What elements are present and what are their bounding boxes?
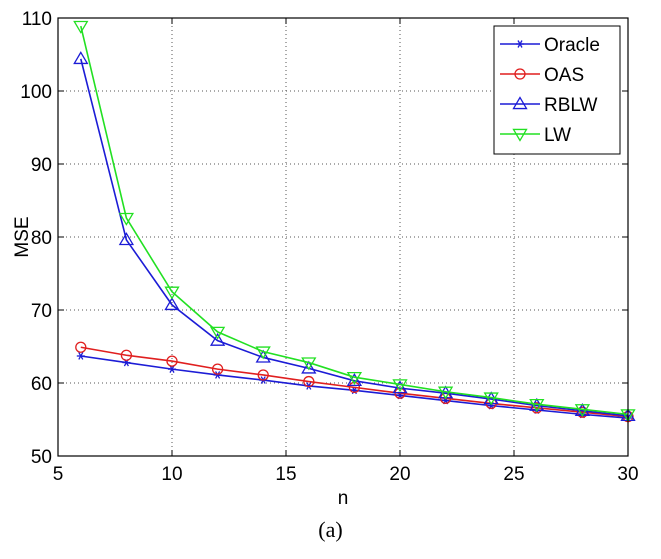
series-line-oas [80,346,629,418]
y-tick-label: 90 [31,155,52,176]
data-point-oas [303,375,315,388]
data-point-lw [437,386,454,400]
data-point-lw [209,326,226,340]
data-point-rblw [346,373,363,387]
data-point-rblw [301,360,317,374]
x-tick-label: 10 [161,464,182,485]
y-tick-label: 50 [31,447,52,468]
data-point-oracle [168,365,176,373]
legend-label-oracle: Oracle [544,35,600,56]
x-tick-label: 25 [503,464,524,485]
series-line-rblw [80,58,629,417]
x-axis-label: n [338,488,349,509]
data-point-lw [346,371,363,385]
data-point-lw [255,346,271,360]
y-tick-label: 70 [31,301,52,322]
legend: Oracle OAS RBLW LW [493,25,621,155]
y-tick-label: 60 [31,374,52,395]
y-tick-label: 80 [31,228,52,249]
data-point-lw [574,404,591,418]
data-point-oas [257,369,269,381]
series-line-lw [80,25,629,416]
data-point-lw [529,398,545,412]
y-tick-label: 110 [22,9,52,30]
data-point-lw [118,212,135,226]
x-tick-label: 15 [275,464,296,485]
data-point-rblw [118,232,135,246]
legend-marker-lw [512,128,528,142]
data-point-rblw [392,380,408,394]
mse-chart: 5 10 15 20 25 30 50 60 70 80 90 100 110 n MSE Oracle… [12,9,639,509]
x-tick-label: 5 [53,464,64,485]
data-point-oas [166,355,178,367]
figure-caption: (a) [318,517,343,542]
data-point-oas [211,363,224,375]
y-tick-label: 100 [20,82,52,103]
data-point-oas [75,341,87,353]
legend-marker-oracle [516,40,524,48]
x-tick-label: 30 [617,464,638,485]
data-point-lw [73,20,89,34]
data-point-lw [392,379,408,393]
legend-label-oas: OAS [544,65,584,86]
data-point-lw [164,286,180,300]
data-point-oracle [76,352,85,360]
data-point-lw [301,357,317,371]
legend-label-rblw: RBLW [544,95,598,116]
data-point-rblw [209,332,226,346]
legend-marker-oas [514,68,526,80]
data-point-oracle [213,371,222,379]
data-point-lw [483,392,499,406]
data-point-rblw [164,297,180,311]
x-tick-label: 20 [389,464,410,485]
data-point-rblw [255,349,271,363]
y-axis-label: MSE [12,216,33,257]
data-point-oas [120,349,133,361]
grid-lines [58,18,628,456]
series-layer [73,20,636,423]
legend-label-lw: LW [544,125,571,146]
axes: 5 10 15 20 25 30 50 60 70 80 90 100 110 [20,9,638,485]
legend-marker-rblw [512,96,528,110]
data-point-rblw [73,51,89,65]
